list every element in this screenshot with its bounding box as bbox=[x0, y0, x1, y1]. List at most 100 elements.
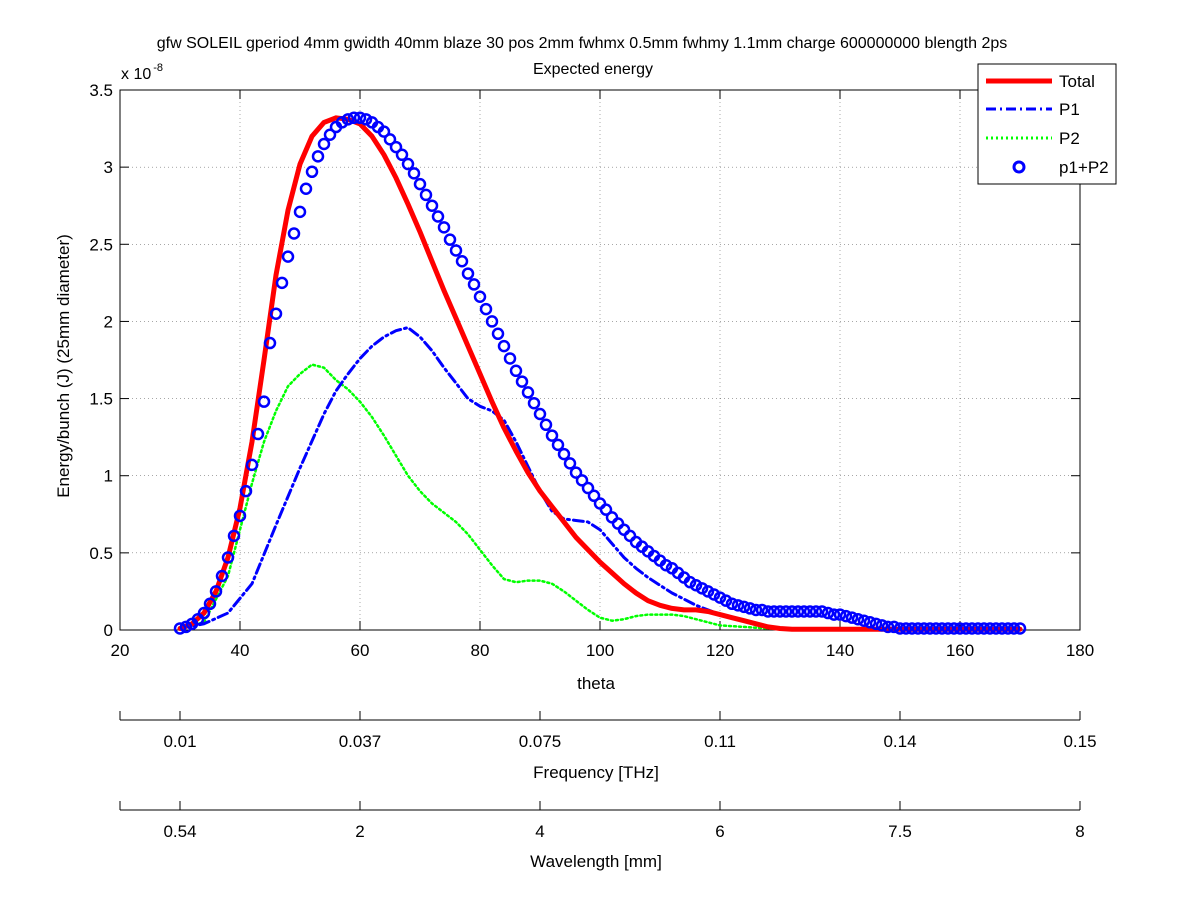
series-p1-p2-point bbox=[287, 227, 301, 240]
series-p1-p2-point bbox=[215, 569, 229, 583]
series-p1-p2-point bbox=[707, 588, 721, 601]
x-tick-label: 140 bbox=[826, 641, 854, 660]
series-p1-p2-point bbox=[455, 255, 469, 268]
y-tick-label: 3 bbox=[104, 158, 113, 177]
series-p1-p2-point bbox=[521, 386, 535, 399]
y-tick-label: 2 bbox=[104, 312, 113, 331]
series-p1-p2-point bbox=[221, 551, 235, 564]
y-tick-label: 0.5 bbox=[89, 544, 113, 563]
series-p1-p2-point bbox=[905, 622, 919, 635]
wavelength-axis-label: Wavelength [mm] bbox=[530, 852, 662, 871]
series-p1-p2-point bbox=[431, 210, 445, 223]
series-p1-p2-point bbox=[173, 622, 187, 635]
x-tick-label: 120 bbox=[706, 641, 734, 660]
series-p1-p2-point bbox=[983, 622, 997, 635]
x-tick-label: 40 bbox=[231, 641, 250, 660]
series-p1-p2-point bbox=[449, 244, 463, 257]
chart-subtitle: Expected energy bbox=[533, 61, 653, 78]
x-tick-label: 160 bbox=[946, 641, 974, 660]
series-p1-p2-point bbox=[989, 622, 1003, 635]
series-p1-p2-point bbox=[569, 466, 583, 479]
series-p1-p2-point bbox=[773, 605, 787, 618]
frequency-ticks: 0.01 0.037 0.075 0.11 0.14 0.15 bbox=[119, 711, 1097, 751]
series-layer bbox=[173, 111, 1027, 635]
frequency-tick-label: 0.15 bbox=[1063, 732, 1096, 751]
series-p1-p2-point bbox=[383, 133, 397, 146]
series-p1-p2-point bbox=[929, 622, 943, 635]
series-p1-p2-point bbox=[245, 458, 259, 472]
series-p1-p2-point bbox=[473, 290, 487, 303]
frequency-tick-label: 0.11 bbox=[704, 732, 736, 751]
series-p1-p2-point bbox=[713, 591, 727, 604]
series-p1-p2-point bbox=[599, 503, 613, 516]
series-p1-p2-point bbox=[995, 622, 1009, 635]
series-p1-p2-point bbox=[755, 603, 769, 617]
series-p1-p2-point bbox=[467, 278, 481, 291]
series-p1-p2-point bbox=[281, 250, 295, 263]
legend-p1p2-label: p1+P2 bbox=[1059, 158, 1109, 177]
frequency-tick-label: 0.14 bbox=[883, 732, 916, 751]
series-p1-p2-point bbox=[947, 622, 961, 635]
wavelength-tick-label: 6 bbox=[715, 822, 724, 841]
series-p1-p2-point bbox=[257, 395, 271, 408]
chart-title: gfw SOLEIL gperiod 4mm gwidth 40mm blaze… bbox=[157, 35, 1007, 52]
series-p1-p2-point bbox=[689, 579, 703, 592]
series-p1-p2-point bbox=[251, 427, 265, 441]
y-tick-label: 3.5 bbox=[89, 81, 113, 100]
x-tick-label: 20 bbox=[111, 641, 130, 660]
series-p1-p2-point bbox=[539, 418, 553, 432]
y-tick-label: 1.5 bbox=[89, 390, 113, 409]
wavelength-tick-label: 4 bbox=[535, 822, 544, 841]
series-p1-p2-point bbox=[797, 605, 811, 618]
series-p1-p2-point bbox=[977, 622, 991, 635]
series-p1-p2-point bbox=[845, 611, 859, 624]
series-p1-p2-point bbox=[311, 150, 325, 163]
series-p1-p2-point bbox=[437, 221, 451, 234]
series-p1-p2-point bbox=[701, 585, 715, 598]
series-p1-p2-point bbox=[815, 605, 829, 618]
legend: Total P1 P2 p1+P2 bbox=[977, 63, 1117, 185]
series-p1-p2-point bbox=[377, 125, 391, 138]
series-p1-p2-point bbox=[731, 599, 745, 612]
series-p1-p2-point bbox=[293, 205, 307, 219]
series-p1-p2-point bbox=[893, 622, 907, 635]
series-p2-line bbox=[178, 363, 902, 632]
series-p1-p2-point bbox=[527, 396, 541, 410]
series-p1-p2-point bbox=[923, 622, 937, 635]
series-p1-p2-point bbox=[491, 327, 505, 341]
y-axis-label: Energy/bunch (J) (25mm diameter) bbox=[54, 234, 73, 498]
legend-total-label: Total bbox=[1059, 72, 1095, 91]
wavelength-tick-label: 2 bbox=[355, 822, 364, 841]
legend-p2-label: P2 bbox=[1059, 129, 1080, 148]
series-p1-p2-point bbox=[965, 622, 979, 635]
series-p1-p2-point bbox=[911, 622, 925, 635]
series-p1-p2-point bbox=[971, 622, 985, 635]
series-p1-p2-point bbox=[209, 585, 223, 598]
legend-p1p2-swatch bbox=[1012, 160, 1026, 174]
series-p1-p2-point bbox=[509, 364, 523, 378]
series-p1-p2-point bbox=[557, 447, 571, 461]
y-exponent-prefix: x 10 bbox=[121, 66, 151, 83]
series-p1-p2-point bbox=[545, 429, 559, 442]
frequency-tick-label: 0.01 bbox=[163, 732, 196, 751]
series-p1-p2-point bbox=[461, 267, 475, 280]
series-p1-p2-point bbox=[809, 605, 823, 618]
x-tick-label: 100 bbox=[586, 641, 614, 660]
series-p1-p2-point bbox=[719, 594, 733, 607]
series-p1-p2-point bbox=[413, 177, 427, 191]
frequency-tick-label: 0.037 bbox=[339, 732, 382, 751]
series-p1-p2-point bbox=[347, 111, 361, 125]
series-p1-p2-point bbox=[875, 619, 889, 632]
y-axis: 0 0.5 1 1.5 2 2.5 3 3.5 bbox=[89, 81, 1080, 640]
series-p1-p2-point bbox=[317, 137, 331, 151]
series-p1-p2-point bbox=[959, 622, 973, 635]
series-p1-p2-point bbox=[359, 113, 373, 126]
series-p1-p2-point bbox=[407, 167, 421, 180]
series-p1-p2-point bbox=[239, 484, 253, 498]
frequency-axis: 0.01 0.037 0.075 0.11 0.14 0.15 Frequency [TH… bbox=[119, 711, 1097, 782]
series-p1-p2-point bbox=[869, 617, 883, 631]
series-p1-p2-point bbox=[857, 614, 871, 627]
series-p1-p2-point bbox=[659, 558, 673, 572]
series-p1-p2-point bbox=[1007, 622, 1021, 635]
series-p1-p2-point bbox=[179, 620, 193, 634]
